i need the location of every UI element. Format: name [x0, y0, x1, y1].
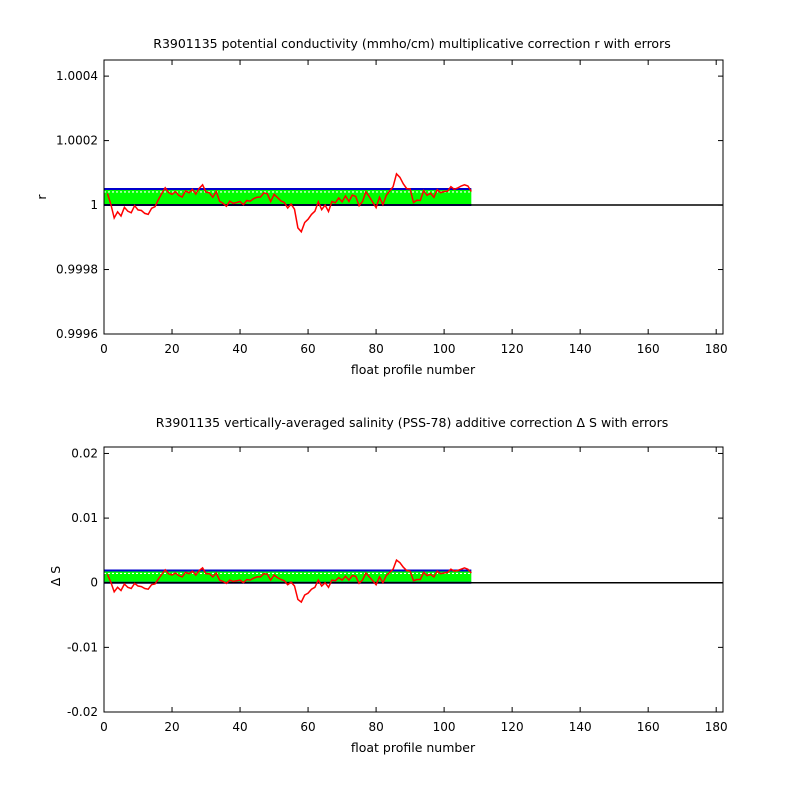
y-tick-label: -0.01 — [67, 640, 98, 654]
x-tick-label: 60 — [300, 720, 315, 734]
x-tick-label: 20 — [164, 720, 179, 734]
x-axis-label: float profile number — [351, 362, 476, 377]
x-tick-label: 160 — [637, 342, 660, 356]
x-tick-label: 140 — [569, 720, 592, 734]
x-tick-label: 100 — [433, 720, 456, 734]
series-line — [106, 558, 472, 604]
series-line — [106, 172, 472, 234]
panel-salinity-correction: R3901135 vertically-averaged salinity (P… — [48, 415, 728, 755]
y-tick-label: 0 — [90, 576, 98, 590]
y-axis-label: r — [34, 194, 49, 200]
x-axis-label: float profile number — [351, 740, 476, 755]
x-tick-label: 80 — [368, 720, 383, 734]
x-tick-label: 100 — [433, 342, 456, 356]
y-tick-label: 0.02 — [71, 446, 98, 460]
chart-title: R3901135 vertically-averaged salinity (P… — [156, 415, 668, 430]
chart-title: R3901135 potential conductivity (mmho/cm… — [153, 36, 670, 51]
x-tick-label: 40 — [232, 342, 247, 356]
x-tick-label: 140 — [569, 342, 592, 356]
x-tick-label: 120 — [501, 720, 524, 734]
y-tick-label: 0.9998 — [56, 263, 98, 277]
axes-frame — [103, 446, 724, 713]
x-tick-label: 160 — [637, 720, 660, 734]
x-tick-label: 0 — [100, 342, 108, 356]
x-tick-label: 60 — [300, 342, 315, 356]
x-tick-label: 180 — [705, 720, 728, 734]
x-tick-label: 0 — [100, 720, 108, 734]
y-tick-label: 0.01 — [71, 511, 98, 525]
axes-frame — [103, 59, 724, 335]
x-tick-label: 120 — [501, 342, 524, 356]
x-tick-label: 80 — [368, 342, 383, 356]
x-tick-label: 40 — [232, 720, 247, 734]
panel-conductivity-correction: R3901135 potential conductivity (mmho/cm… — [34, 36, 728, 377]
y-axis-label: Δ S — [48, 566, 63, 587]
y-tick-label: -0.02 — [67, 705, 98, 719]
y-tick-label: 1.0004 — [56, 69, 98, 83]
error-band — [104, 570, 472, 583]
x-tick-label: 20 — [164, 342, 179, 356]
y-tick-label: 1 — [90, 198, 98, 212]
x-tick-label: 180 — [705, 342, 728, 356]
y-tick-label: 0.9996 — [56, 327, 98, 341]
y-tick-label: 1.0002 — [56, 134, 98, 148]
